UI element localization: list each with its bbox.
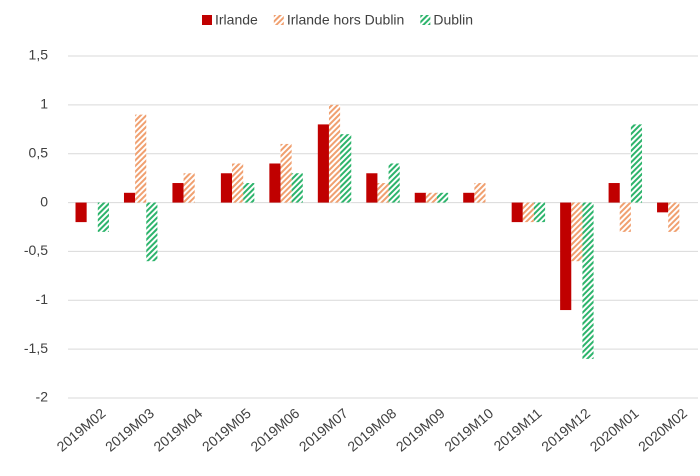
bar (232, 163, 244, 203)
bar (657, 202, 669, 213)
bar (340, 134, 352, 203)
legend-label: Dublin (433, 12, 473, 28)
x-tick-label: 2019M11 (490, 405, 544, 454)
y-tick-label: -1 (36, 291, 49, 307)
legend-swatch (202, 15, 212, 25)
bar (560, 202, 572, 311)
y-tick-label: 1,5 (29, 47, 49, 63)
bar (269, 163, 281, 203)
x-tick-label: 2019M07 (296, 405, 351, 455)
bar (97, 202, 109, 232)
bar (220, 173, 233, 203)
legend-swatch (420, 15, 431, 25)
y-tick-label: -0,5 (24, 242, 48, 258)
y-tick-label: 1 (40, 96, 48, 112)
x-tick-label: 2019M03 (102, 405, 157, 455)
bar (243, 183, 255, 203)
bar (522, 202, 534, 223)
x-tick-label: 2020M01 (587, 405, 642, 455)
x-tick-label: 2019M10 (441, 405, 496, 455)
bar (366, 173, 378, 203)
bar (619, 202, 631, 232)
bar (463, 192, 475, 203)
bar (630, 124, 643, 203)
y-tick-label: 0,5 (29, 144, 49, 160)
x-tick-label: 2019M12 (538, 405, 593, 455)
bar (328, 104, 341, 203)
x-tick-label: 2019M08 (344, 405, 399, 455)
bar (425, 192, 438, 203)
bar (135, 114, 147, 203)
bar (183, 173, 195, 203)
bar (291, 173, 303, 203)
bar (172, 183, 184, 203)
legend-label: Irlande hors Dublin (287, 12, 405, 28)
bar (414, 192, 426, 203)
x-tick-label: 2019M05 (199, 405, 254, 455)
legend-label: Irlande (215, 12, 258, 28)
bar (474, 183, 486, 203)
bar (511, 202, 523, 223)
bar (75, 202, 87, 223)
y-tick-label: -2 (36, 389, 49, 405)
bar (571, 202, 583, 262)
x-tick-label: 2020M02 (635, 405, 690, 455)
bar (668, 202, 680, 232)
x-tick-label: 2019M06 (247, 405, 302, 455)
bar (317, 124, 329, 203)
x-tick-label: 2019M02 (54, 405, 109, 455)
bar (608, 183, 620, 203)
y-tick-label: -1,5 (24, 340, 48, 356)
bar (582, 202, 594, 359)
bar (377, 183, 389, 203)
bar (533, 202, 546, 223)
x-tick-label: 2019M09 (393, 405, 448, 455)
bar (280, 143, 292, 203)
x-tick-label: 2019M04 (150, 405, 205, 455)
bar (123, 192, 136, 203)
bar (437, 192, 449, 203)
legend-swatch (273, 15, 284, 25)
y-tick-label: 0 (40, 193, 48, 209)
bar (146, 202, 158, 262)
bar (388, 163, 400, 203)
